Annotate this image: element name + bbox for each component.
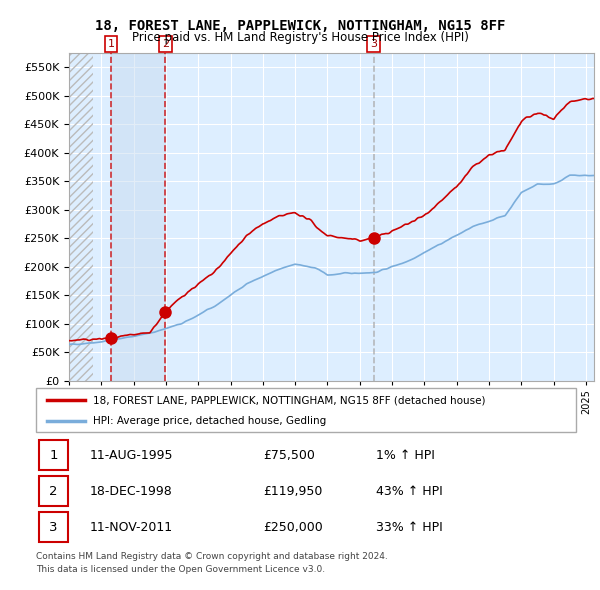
Text: Price paid vs. HM Land Registry's House Price Index (HPI): Price paid vs. HM Land Registry's House … [131,31,469,44]
Text: £250,000: £250,000 [263,521,323,534]
Text: 2: 2 [162,39,169,49]
FancyBboxPatch shape [39,476,68,506]
Text: £119,950: £119,950 [263,484,322,498]
FancyBboxPatch shape [39,440,68,470]
Text: 18, FOREST LANE, PAPPLEWICK, NOTTINGHAM, NG15 8FF: 18, FOREST LANE, PAPPLEWICK, NOTTINGHAM,… [95,19,505,33]
Bar [69,53,93,381]
Text: 18, FOREST LANE, PAPPLEWICK, NOTTINGHAM, NG15 8FF (detached house): 18, FOREST LANE, PAPPLEWICK, NOTTINGHAM,… [92,395,485,405]
Text: 11-NOV-2011: 11-NOV-2011 [90,521,173,534]
FancyBboxPatch shape [36,388,576,432]
Text: Contains HM Land Registry data © Crown copyright and database right 2024.: Contains HM Land Registry data © Crown c… [36,552,388,560]
Text: 33% ↑ HPI: 33% ↑ HPI [376,521,443,534]
Text: £75,500: £75,500 [263,448,314,461]
Text: 1% ↑ HPI: 1% ↑ HPI [376,448,435,461]
Text: 1: 1 [107,39,115,49]
Text: 3: 3 [49,521,58,534]
Text: 18-DEC-1998: 18-DEC-1998 [90,484,173,498]
Text: 3: 3 [370,39,377,49]
Bar [111,53,165,381]
Text: HPI: Average price, detached house, Gedling: HPI: Average price, detached house, Gedl… [92,416,326,426]
Text: 1: 1 [49,448,58,461]
FancyBboxPatch shape [39,512,68,542]
Text: This data is licensed under the Open Government Licence v3.0.: This data is licensed under the Open Gov… [36,565,325,574]
Text: 11-AUG-1995: 11-AUG-1995 [90,448,173,461]
Text: 2: 2 [49,484,58,498]
Text: 43% ↑ HPI: 43% ↑ HPI [376,484,443,498]
